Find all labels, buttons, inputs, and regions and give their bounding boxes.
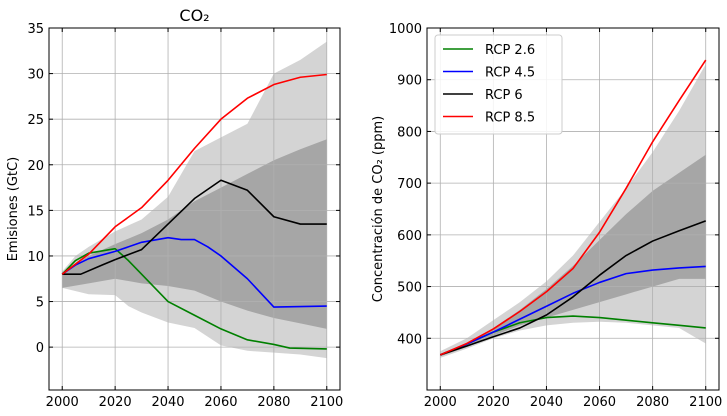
legend-label-rcp-2-6: RCP 2.6: [485, 43, 535, 58]
concentration-x-tick-label: 2020: [477, 395, 510, 410]
emissions-y-tick-label: 30: [27, 68, 44, 83]
concentration-series-lines: [439, 59, 707, 356]
emissions-axes-frame: [48, 27, 341, 391]
concentration-axes-frame: [426, 27, 720, 391]
concentration-uncertainty-bands: [440, 64, 706, 358]
legend: RCP 2.6 RCP 4.5 RCP 6 RCP 8.5: [434, 34, 563, 135]
concentration-y-tick-label: 500: [397, 281, 422, 296]
concentration-y-tick-label: 600: [397, 229, 422, 244]
legend-label-rcp-4-5: RCP 4.5: [485, 66, 535, 81]
emissions-series-rcp-4-5: [61, 236, 327, 308]
concentration-x-tick-label: 2060: [583, 395, 616, 410]
emissions-uncertainty-bands: [62, 41, 327, 359]
concentration-x-tick-label: 2080: [636, 395, 669, 410]
emissions-series-rcp-6: [62, 179, 327, 275]
legend-label-rcp-8-5: RCP 8.5: [485, 111, 535, 126]
concentration-series-rcp-4-5: [439, 265, 706, 356]
legend-label-rcp-6: RCP 6: [485, 88, 523, 103]
emissions-x-tick-label: 2100: [310, 395, 343, 410]
concentration-y-tick-label: 800: [397, 125, 422, 140]
emissions-axis-ticks: 2000 2020 2040 2060 2080 2100 0 5 10 15 20 25 30 35: [27, 22, 343, 410]
emissions-y-tick-label: 35: [27, 22, 44, 37]
emissions-series-rcp-8-5: [61, 73, 327, 275]
concentration-y-tick-label: 400: [397, 332, 422, 347]
concentration-x-tick-label: 2000: [424, 395, 457, 410]
concentration-series-rcp-8-5: [439, 59, 707, 356]
emissions-panel: 2000 2020 2040 2060 2080 2100 0 5 10 15 20 25 30 35 C…: [6, 6, 343, 410]
emissions-y-tick-label: 10: [27, 250, 44, 265]
emissions-y-axis-label: Emisiones (GtC): [6, 157, 21, 261]
concentration-y-tick-label: 1000: [389, 22, 422, 37]
emissions-x-tick-label: 2000: [46, 395, 79, 410]
emissions-y-tick-label: 0: [36, 341, 44, 356]
emissions-x-tick-label: 2040: [151, 395, 184, 410]
concentration-series-rcp-6: [440, 220, 707, 356]
emissions-y-tick-label: 20: [27, 159, 44, 174]
concentration-band-dark: [440, 154, 706, 357]
concentration-y-axis-label: Concentración de CO₂ (ppm): [371, 116, 386, 303]
emissions-chart-title: CO₂: [179, 6, 209, 25]
emissions-x-tick-label: 2020: [99, 395, 132, 410]
concentration-x-tick-label: 2040: [530, 395, 563, 410]
legend-box: [434, 34, 563, 135]
emissions-x-tick-label: 2080: [257, 395, 290, 410]
emissions-x-tick-label: 2060: [204, 395, 237, 410]
emissions-y-tick-label: 5: [36, 296, 44, 311]
emissions-y-tick-label: 15: [27, 204, 44, 219]
emissions-gridlines: [49, 27, 340, 390]
concentration-x-tick-label: 2100: [689, 395, 722, 410]
emissions-y-tick-label: 25: [27, 113, 44, 128]
emissions-series-lines: [61, 73, 327, 350]
concentration-y-tick-label: 900: [397, 74, 422, 89]
concentration-y-tick-label: 700: [397, 177, 422, 192]
concentration-axis-ticks: 2000 2020 2040 2060 2080 2100 400 500 600 700 800 9…: [389, 22, 722, 410]
emissions-band-dark: [62, 139, 327, 329]
concentration-panel: 2000 2020 2040 2060 2080 2100 400 500 600 700 800 9…: [371, 22, 722, 410]
